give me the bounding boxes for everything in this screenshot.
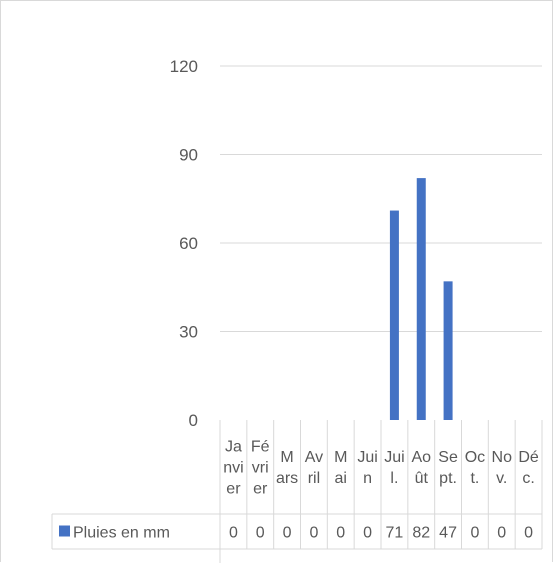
category-label: ai (335, 470, 347, 487)
legend-key (59, 525, 70, 537)
y-tick-label: 30 (179, 323, 198, 342)
category-label: n (363, 470, 372, 487)
category-label: ût (415, 470, 429, 487)
category-label: ars (276, 470, 298, 487)
bar-8 (443, 281, 453, 420)
category-label: Ao (411, 449, 431, 466)
value-cell: 0 (336, 525, 345, 542)
y-tick-label: 120 (170, 57, 198, 76)
y-tick-label: 90 (179, 146, 198, 165)
value-cell: 0 (256, 525, 265, 542)
category-label: Oc (465, 449, 485, 466)
category-label: Dé (518, 449, 539, 466)
value-cell: 0 (470, 525, 479, 542)
gridlines (220, 65, 542, 332)
value-cell: 0 (229, 525, 238, 542)
y-tick-label: 0 (189, 411, 198, 430)
category-label: nvi (223, 460, 243, 477)
category-label: ril (308, 470, 320, 487)
bars (389, 178, 453, 420)
value-cell: 0 (363, 525, 372, 542)
y-axis-tick-labels: 0 30 60 90 120 (170, 57, 198, 430)
value-cell: 0 (497, 525, 506, 542)
category-label: c. (522, 470, 534, 487)
category-label: er (226, 481, 241, 498)
value-cell: 0 (309, 525, 318, 542)
data-table: JanvierFévrierMarsAvrilMaiJuinJuil.AoûtS… (51, 420, 543, 563)
series-name: Pluies en mm (73, 525, 170, 542)
y-tick-label: 60 (179, 234, 198, 253)
category-label: Se (438, 449, 458, 466)
category-label: vri (252, 460, 269, 477)
category-label: er (253, 481, 268, 498)
category-label: pt. (439, 470, 457, 487)
category-label: M (334, 449, 347, 466)
value-cell: 0 (524, 525, 533, 542)
category-label: Jui (357, 449, 377, 466)
bar-6 (389, 210, 399, 420)
category-label: Fé (251, 439, 270, 456)
category-label: Jui (384, 449, 404, 466)
category-label: v. (496, 470, 507, 487)
category-label: t. (470, 470, 479, 487)
category-label: Av (305, 449, 323, 466)
category-label: No (492, 449, 513, 466)
value-cell: 82 (412, 525, 430, 542)
value-cell: 47 (439, 525, 457, 542)
value-cell: 71 (386, 525, 404, 542)
bar-7 (416, 178, 426, 420)
category-label: l. (390, 470, 398, 487)
value-cell: 0 (283, 525, 292, 542)
category-label: Ja (225, 439, 242, 456)
category-label: M (280, 449, 293, 466)
